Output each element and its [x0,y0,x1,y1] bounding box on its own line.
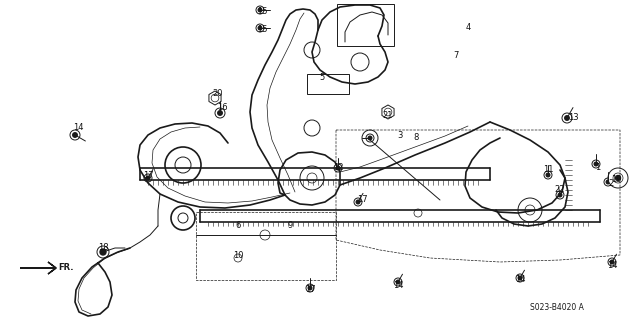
Text: 17: 17 [305,286,316,294]
Circle shape [608,168,628,188]
Circle shape [396,280,400,284]
Circle shape [518,276,522,280]
Text: 1: 1 [595,162,600,172]
Text: 11: 11 [543,166,553,174]
Circle shape [97,246,109,258]
Text: 22: 22 [555,186,565,195]
Circle shape [334,164,342,172]
Text: 14: 14 [607,261,617,270]
Circle shape [218,111,222,115]
Circle shape [544,171,552,179]
Text: 15: 15 [257,26,268,34]
Text: 2: 2 [609,179,614,188]
Text: 7: 7 [453,50,459,60]
Circle shape [144,174,152,182]
Circle shape [516,274,524,282]
Circle shape [556,191,564,199]
FancyBboxPatch shape [307,74,349,94]
Text: 10: 10 [233,250,243,259]
Circle shape [546,173,550,177]
Text: 6: 6 [236,221,241,231]
Text: 14: 14 [393,280,403,290]
Circle shape [356,200,360,204]
Text: 14: 14 [73,123,83,132]
Circle shape [594,162,598,166]
Circle shape [256,6,264,14]
Circle shape [604,178,612,186]
Text: 13: 13 [568,114,579,122]
Circle shape [258,8,262,12]
Polygon shape [20,262,56,274]
Circle shape [215,108,225,118]
Circle shape [616,175,621,181]
Text: 8: 8 [413,133,419,143]
Circle shape [336,166,340,170]
Text: 4: 4 [465,24,470,33]
Circle shape [558,193,562,197]
Circle shape [146,176,150,180]
Text: 17: 17 [143,170,154,180]
Circle shape [165,147,201,183]
Circle shape [394,278,402,286]
Circle shape [366,134,374,142]
Circle shape [308,286,312,290]
Circle shape [608,258,616,266]
Circle shape [306,284,314,292]
Text: 21: 21 [383,110,393,120]
Circle shape [562,113,572,123]
Circle shape [258,26,262,30]
Text: FR.: FR. [58,263,74,272]
Polygon shape [209,91,221,105]
Circle shape [256,24,264,32]
Text: 5: 5 [319,73,324,83]
Text: 3: 3 [397,130,403,139]
Circle shape [564,116,569,120]
Text: 12: 12 [333,164,343,173]
Circle shape [73,133,77,137]
Text: S023-B4020 A: S023-B4020 A [530,303,584,313]
Circle shape [70,130,80,140]
Text: 15: 15 [257,8,268,17]
Circle shape [592,160,600,168]
Circle shape [368,136,372,140]
Text: 16: 16 [217,103,227,113]
Circle shape [171,206,195,230]
Text: 9: 9 [287,221,292,231]
Polygon shape [382,105,394,119]
Circle shape [354,198,362,206]
Text: 18: 18 [98,243,108,253]
Text: 19: 19 [611,175,621,184]
FancyBboxPatch shape [337,4,394,46]
Circle shape [610,260,614,264]
Text: 17: 17 [356,196,367,204]
Circle shape [100,249,106,255]
Text: 14: 14 [515,276,525,285]
Text: 20: 20 [212,88,223,98]
Circle shape [606,180,610,184]
